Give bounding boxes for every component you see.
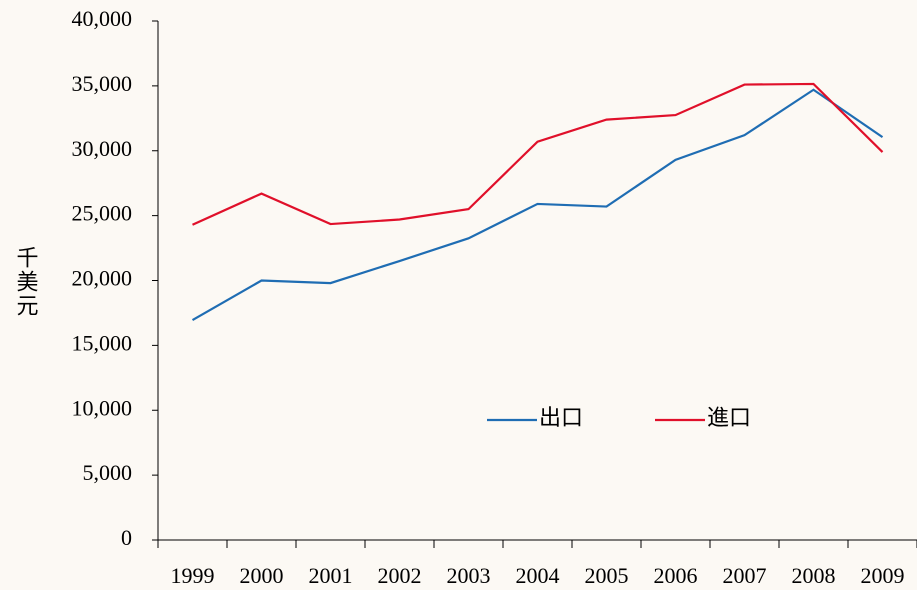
series-line [192, 82, 884, 226]
x-tick-label: 2005 [585, 563, 629, 588]
x-tick-label: 2001 [309, 563, 353, 588]
y-tick-label: 25,000 [72, 201, 133, 226]
x-tick-label: 2004 [516, 563, 560, 588]
y-tick-label: 35,000 [72, 71, 133, 96]
legend-label: 出口 [539, 405, 583, 430]
x-tick-label: 2002 [378, 563, 422, 588]
y-tick-label: 10,000 [72, 395, 133, 420]
y-axis-label: 千美元 [14, 246, 39, 318]
series-line [191, 88, 884, 322]
y-tick-label: 15,000 [72, 330, 133, 355]
x-tick-label: 2008 [792, 563, 836, 588]
x-tick-label: 2000 [240, 563, 284, 588]
y-tick-label: 0 [121, 525, 132, 550]
y-tick-label: 20,000 [72, 266, 133, 291]
y-tick-label: 30,000 [72, 136, 133, 161]
y-tick-label: 5,000 [83, 460, 133, 485]
legend-label: 進口 [707, 405, 751, 430]
x-tick-label: 2003 [447, 563, 491, 588]
x-tick-label: 2009 [861, 563, 905, 588]
x-tick-label: 2006 [654, 563, 698, 588]
x-tick-label: 1999 [171, 563, 215, 588]
y-tick-label: 40,000 [72, 6, 133, 31]
x-tick-label: 2007 [723, 563, 767, 588]
